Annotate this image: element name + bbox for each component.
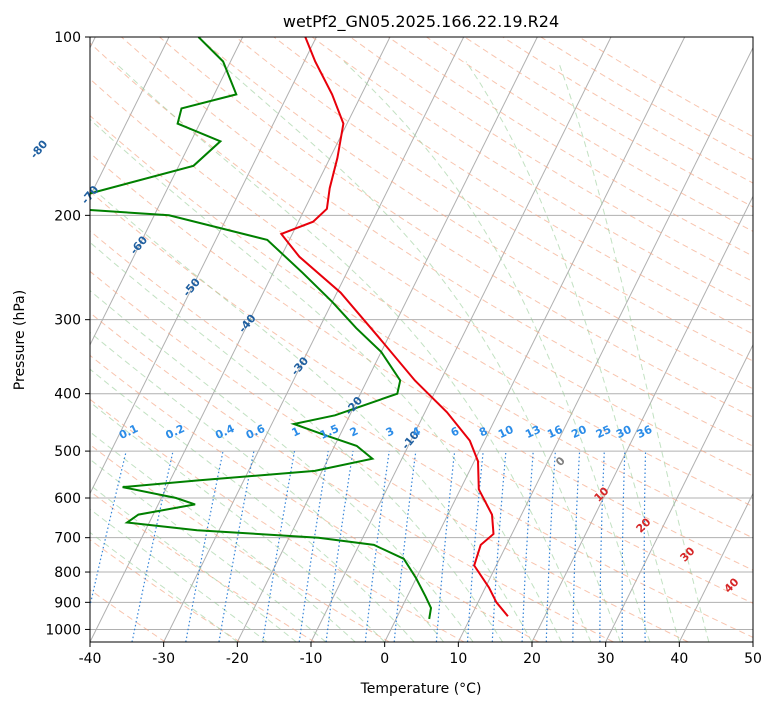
temperature-line: [279, 37, 509, 617]
mixing-ratio-label: 13: [523, 423, 542, 441]
x-tick-label: -20: [226, 651, 249, 667]
x-tick-label: 30: [597, 651, 615, 667]
axis-ticks: -40 -30 -20 -10 0 10 20 30 40 50 100 200 300 400 500 60…: [45, 30, 762, 667]
x-tick-label: -40: [79, 651, 102, 667]
dry-adiabat: [90, 190, 753, 604]
dry-adiabat: [90, 270, 689, 642]
chart-title: wetPf2_GN05.2025.166.22.19.R24: [283, 12, 559, 32]
mixing-ratio-label: 30: [614, 423, 634, 441]
mixing-ratio-line: [466, 451, 484, 642]
isotherm-gridline: [90, 37, 170, 198]
mixing-ratio-line: [325, 451, 354, 642]
mixing-ratio-line: [131, 450, 174, 642]
profile-lines: [90, 37, 509, 620]
dry-adiabat: [273, 37, 753, 335]
moist-adiabat: [90, 484, 297, 642]
dry-adiabat: [90, 230, 753, 638]
isotherm-gridline: [90, 37, 317, 495]
moist-adiabat: [90, 458, 327, 642]
moist-adiabat: [557, 61, 710, 642]
dry-adiabat: [90, 114, 753, 539]
mixing-ratio-label: 20: [569, 423, 589, 441]
y-tick-label: 200: [54, 208, 81, 224]
x-tick-label: 40: [670, 651, 688, 667]
isotherm-gridline: [310, 37, 612, 642]
isotherm-gridline: [605, 343, 753, 642]
mixing-ratio-line: [364, 451, 390, 642]
y-tick-label: 100: [54, 30, 81, 46]
dry-adiabat: [90, 444, 390, 642]
dry-adiabat: [90, 589, 166, 642]
dry-adiabat: [311, 37, 753, 308]
isotherm-gridline: [531, 195, 753, 642]
y-tick-label: 300: [54, 313, 81, 329]
isotherm-gridline: [384, 37, 686, 642]
isotherm-gridline: [90, 37, 244, 347]
mixing-ratio-line: [90, 450, 127, 609]
mixing-ratio-label: 16: [545, 423, 565, 441]
moist-adiabat: [90, 118, 562, 642]
moist-adiabat: [465, 61, 680, 642]
plot-frame: [89, 36, 754, 643]
moist-adiabat: [90, 185, 533, 642]
dry-adiabat: [90, 152, 753, 571]
y-tick-label: 400: [54, 387, 81, 403]
dry-adiabat: [159, 37, 753, 418]
moist-adiabat: [90, 401, 386, 642]
dry-adiabat: [121, 37, 753, 447]
y-tick-label: 900: [54, 595, 81, 611]
y-tick-label: 700: [54, 531, 81, 547]
background-lines: [90, 37, 753, 642]
mixing-ratio-label: 36: [635, 423, 655, 441]
mixing-ratio-line: [393, 451, 417, 642]
moist-adiabat: [90, 241, 503, 642]
y-tick-label: 600: [54, 491, 81, 507]
moist-adiabat: [90, 331, 444, 642]
moist-adiabat: [218, 61, 621, 642]
mixing-ratio-label: 25: [594, 423, 613, 441]
dry-adiabat: [90, 78, 753, 508]
dewpoint-line: [90, 37, 433, 620]
moist-adiabat: [90, 289, 474, 642]
x-tick-label: -30: [152, 651, 175, 667]
y-axis-label: Pressure (hPa): [12, 290, 28, 390]
moist-adiabat: [113, 61, 592, 642]
x-tick-label: 20: [523, 651, 541, 667]
y-tick-label: 500: [54, 444, 81, 460]
x-tick-label: 50: [744, 651, 762, 667]
moist-adiabat: [343, 61, 651, 642]
y-tick-label: 800: [54, 565, 81, 581]
y-tick-label: 1000: [45, 622, 81, 638]
dry-adiabat: [90, 312, 614, 642]
mixing-ratio-line: [435, 451, 456, 642]
isotherm-gridline: [678, 492, 753, 642]
mixing-ratio-line: [298, 451, 329, 642]
x-tick-label: -10: [300, 651, 323, 667]
x-axis-label: Temperature (°C): [360, 681, 482, 697]
x-tick-label: 0: [380, 651, 389, 667]
isotherm-gridline: [236, 37, 538, 642]
mixing-ratio-label: 10: [496, 423, 516, 441]
dry-adiabat: [90, 398, 465, 642]
x-tick-label: 10: [449, 651, 467, 667]
